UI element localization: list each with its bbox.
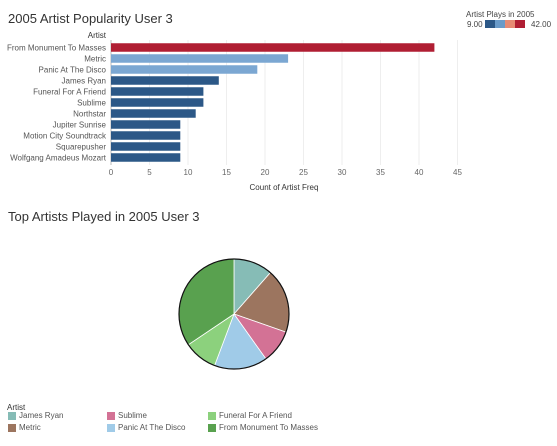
bar-chart-title: 2005 Artist Popularity User 3 bbox=[8, 11, 173, 26]
bar bbox=[111, 153, 181, 162]
y-axis-title: Artist bbox=[88, 31, 107, 40]
y-tick-label: Sublime bbox=[77, 99, 106, 108]
pie-legend-title: Artist bbox=[7, 403, 26, 412]
x-tick-label: 30 bbox=[338, 168, 347, 177]
pie-legend-label: From Monument To Masses bbox=[219, 423, 318, 432]
pie-legend-swatch bbox=[107, 412, 115, 420]
color-legend-min-label: 9.00 bbox=[467, 20, 483, 29]
x-tick-label: 20 bbox=[261, 168, 270, 177]
x-tick-label: 15 bbox=[222, 168, 231, 177]
color-legend-swatch bbox=[515, 20, 525, 28]
bar bbox=[111, 87, 204, 96]
bar bbox=[111, 98, 204, 107]
pie-chart-title: Top Artists Played in 2005 User 3 bbox=[8, 209, 200, 224]
bar bbox=[111, 65, 258, 74]
bar bbox=[111, 131, 181, 140]
pie-legend-label: Sublime bbox=[118, 411, 147, 420]
bar-chart: 0 5 10 15 20 25 30 35 40 45 Artist Count of Artist … bbox=[7, 31, 462, 192]
bar bbox=[111, 54, 289, 63]
x-tick-label: 10 bbox=[184, 168, 193, 177]
bar bbox=[111, 120, 181, 129]
pie-legend-swatch bbox=[8, 424, 16, 432]
color-legend-title: Artist Plays in 2005 bbox=[466, 10, 535, 19]
bar bbox=[111, 43, 435, 52]
x-tick-label: 45 bbox=[453, 168, 462, 177]
pie-legend-label: Metric bbox=[19, 423, 41, 432]
y-tick-label: From Monument To Masses bbox=[7, 44, 106, 53]
y-tick-label: Funeral For A Friend bbox=[33, 88, 106, 97]
x-tick-label: 35 bbox=[376, 168, 385, 177]
color-legend-swatch bbox=[485, 20, 495, 28]
pie-legend-swatch bbox=[8, 412, 16, 420]
y-tick-label: Northstar bbox=[73, 110, 106, 119]
y-tick-label: Motion City Soundtrack bbox=[23, 132, 107, 141]
x-tick-label: 40 bbox=[415, 168, 424, 177]
y-tick-label: Metric bbox=[84, 55, 106, 64]
pie-legend-swatch bbox=[208, 412, 216, 420]
x-axis-title: Count of Artist Freq bbox=[250, 183, 319, 192]
bar bbox=[111, 142, 181, 151]
x-tick-label: 0 bbox=[109, 168, 114, 177]
color-legend-max-label: 42.00 bbox=[531, 20, 552, 29]
pie-legend-swatch bbox=[107, 424, 115, 432]
y-tick-label: James Ryan bbox=[62, 77, 106, 86]
x-tick-label: 25 bbox=[299, 168, 308, 177]
pie-legend-swatch bbox=[208, 424, 216, 432]
pie-legend-label: Panic At The Disco bbox=[118, 423, 186, 432]
pie-outline bbox=[178, 258, 290, 370]
y-tick-label: Jupiter Sunrise bbox=[53, 121, 107, 130]
x-tick-label: 5 bbox=[147, 168, 152, 177]
pie-chart bbox=[178, 258, 290, 370]
y-tick-label: Wolfgang Amadeus Mozart bbox=[10, 154, 107, 163]
color-legend-swatch bbox=[495, 20, 505, 28]
y-tick-label: Squarepusher bbox=[56, 143, 107, 152]
bar bbox=[111, 76, 219, 85]
y-tick-label: Panic At The Disco bbox=[39, 66, 107, 75]
pie-legend-label: James Ryan bbox=[19, 411, 64, 420]
pie-legend-label: Funeral For A Friend bbox=[219, 411, 292, 420]
bar bbox=[111, 109, 196, 118]
color-legend-swatch bbox=[505, 20, 515, 28]
